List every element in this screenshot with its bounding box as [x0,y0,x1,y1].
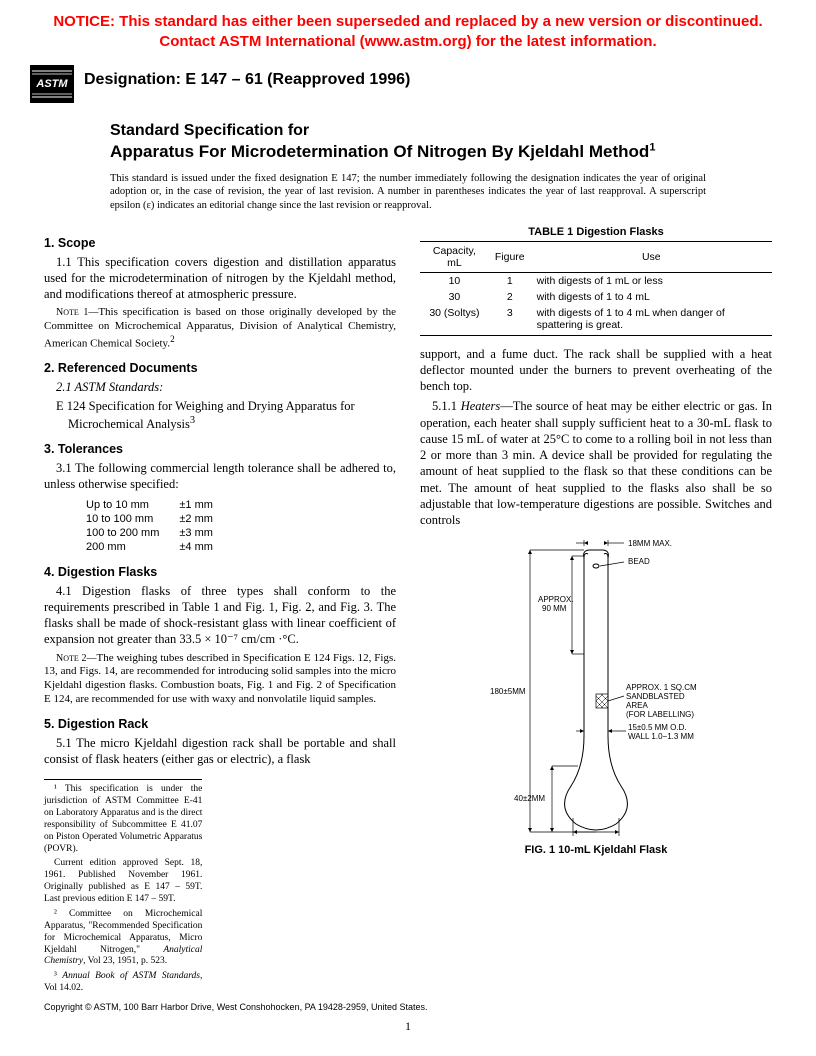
svg-text:180±5MM: 180±5MM [490,687,526,696]
issue-note: This standard is issued under the fixed … [110,172,706,211]
section-4-head: 4. Digestion Flasks [44,565,396,579]
footnote-3: ³ Annual Book of ASTM Standards, Vol 14.… [44,971,202,995]
table-row: 10 to 100 mm±2 mm [86,513,231,525]
section-5-1-1: 5.1.1 Heaters—The source of heat may be … [420,398,772,528]
left-column: 1. Scope 1.1 This specification covers d… [44,226,396,998]
tolerance-table: Up to 10 mm±1 mm 10 to 100 mm±2 mm 100 t… [84,497,233,555]
footnote-1: ¹ This specification is under the jurisd… [44,784,202,855]
svg-text:18MM MAX.: 18MM MAX. [628,539,672,548]
notice-line1: NOTICE: This standard has either been su… [53,13,762,30]
astm-logo: ASTM [30,65,74,103]
svg-text:APPROX. 1 SQ.CM: APPROX. 1 SQ.CM [626,683,697,692]
footnotes: ¹ This specification is under the jurisd… [44,779,202,995]
table-row: 302with digests of 1 to 4 mL [420,289,772,305]
title-pre: Standard Specification for [110,121,706,141]
right-column: TABLE 1 Digestion Flasks Capacity, mL Fi… [420,226,772,998]
table-row: 100 to 200 mm±3 mm [86,527,231,539]
section-3-head: 3. Tolerances [44,442,396,456]
svg-text:15±0.5 MM O.D.: 15±0.5 MM O.D. [628,723,687,732]
copyright: Copyright © ASTM, 100 Barr Harbor Drive,… [44,1002,428,1012]
notice-banner: NOTICE: This standard has either been su… [0,0,816,59]
table-1: TABLE 1 Digestion Flasks Capacity, mL Fi… [420,226,772,336]
svg-text:ASTM: ASTM [35,78,68,90]
table-row: Up to 10 mm±1 mm [86,499,231,511]
section-5-cont: support, and a fume duct. The rack shall… [420,346,772,395]
notice-line2: Contact ASTM International (www.astm.org… [159,33,656,50]
figure-1: 18MM MAX. BEAD APPROX. 90 MM 180±5MM [420,536,772,856]
table-header: Use [531,241,772,272]
section-1-head: 1. Scope [44,236,396,250]
table-header: Capacity, mL [420,241,489,272]
table-row: 200 mm±4 mm [86,541,231,553]
svg-text:AREA: AREA [626,701,648,710]
footnote-1b: Current edition approved Sept. 18, 1961.… [44,858,202,906]
neck-label-2: 90 MM [542,604,567,613]
section-5-head: 5. Digestion Rack [44,717,396,731]
section-3-1: 3.1 The following commercial length tole… [44,460,396,493]
svg-text:BEAD: BEAD [628,557,650,566]
title-main: Apparatus For Microdetermination Of Nitr… [110,141,706,162]
section-5-1: 5.1 The micro Kjeldahl digestion rack sh… [44,735,396,768]
columns: 1. Scope 1.1 This specification covers d… [0,226,816,998]
title-block: Standard Specification for Apparatus For… [110,121,706,162]
table-1-caption: TABLE 1 Digestion Flasks [420,226,772,241]
svg-text:WALL 1.0−1.3 MM: WALL 1.0−1.3 MM [628,732,694,741]
section-2-1: 2.1 ASTM Standards: [44,379,396,395]
section-4-1: 4.1 Digestion flasks of three types shal… [44,583,396,648]
section-1-1: 1.1 This specification covers digestion … [44,254,396,303]
page-number: 1 [0,1019,816,1034]
designation: Designation: E 147 – 61 (Reapproved 1996… [84,65,410,89]
note-1: NOTE 1—This specification is based on th… [44,306,396,351]
table-row: 30 (Soltys)3with digests of 1 to 4 mL wh… [420,305,772,336]
flask-diagram: 18MM MAX. BEAD APPROX. 90 MM 180±5MM [476,536,716,836]
figure-1-caption: FIG. 1 10-mL Kjeldahl Flask [420,844,772,856]
section-2-head: 2. Referenced Documents [44,361,396,375]
table-row: 101with digests of 1 mL or less [420,272,772,289]
neck-label-1: APPROX. [538,595,574,604]
footnote-2: ² Committee on Microchemical Apparatus, … [44,909,202,968]
svg-text:40±2MM: 40±2MM [514,794,545,803]
note-2: NOTE 2—The weighing tubes described in S… [44,652,396,707]
svg-text:SANDBLASTED: SANDBLASTED [626,692,685,701]
svg-text:(FOR LABELLING): (FOR LABELLING) [626,710,694,719]
header: ASTM Designation: E 147 – 61 (Reapproved… [0,59,816,103]
table-header: Figure [489,241,531,272]
ref-e124: E 124 Specification for Weighing and Dry… [56,398,396,433]
